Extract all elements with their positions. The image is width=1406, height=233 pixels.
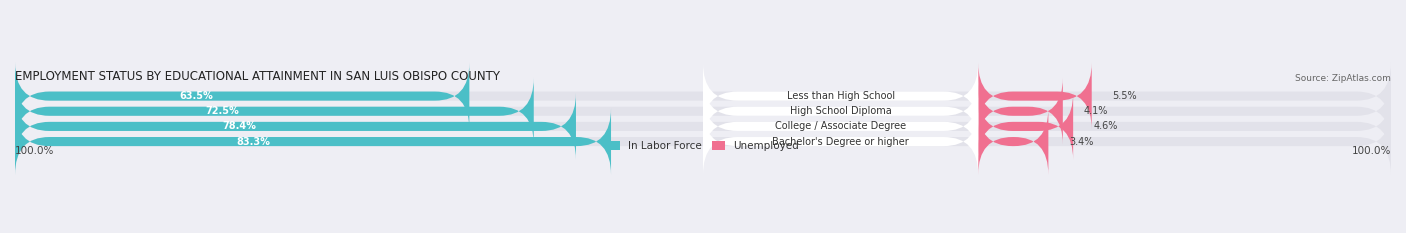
Text: Source: ZipAtlas.com: Source: ZipAtlas.com — [1295, 74, 1391, 83]
FancyBboxPatch shape — [15, 63, 1391, 130]
FancyBboxPatch shape — [703, 63, 979, 130]
FancyBboxPatch shape — [15, 93, 576, 160]
FancyBboxPatch shape — [15, 78, 1391, 145]
Text: 72.5%: 72.5% — [205, 106, 239, 116]
FancyBboxPatch shape — [703, 108, 979, 175]
Text: Bachelor's Degree or higher: Bachelor's Degree or higher — [772, 137, 908, 147]
FancyBboxPatch shape — [15, 63, 470, 130]
FancyBboxPatch shape — [979, 78, 1063, 145]
Text: 100.0%: 100.0% — [1351, 146, 1391, 156]
FancyBboxPatch shape — [703, 78, 979, 145]
Text: College / Associate Degree: College / Associate Degree — [775, 121, 905, 131]
Text: 3.4%: 3.4% — [1069, 137, 1094, 147]
FancyBboxPatch shape — [979, 63, 1091, 130]
Text: 63.5%: 63.5% — [180, 91, 214, 101]
FancyBboxPatch shape — [979, 108, 1049, 175]
Legend: In Labor Force, Unemployed: In Labor Force, Unemployed — [603, 137, 803, 155]
FancyBboxPatch shape — [979, 93, 1073, 160]
FancyBboxPatch shape — [15, 108, 1391, 175]
FancyBboxPatch shape — [15, 93, 1391, 160]
Text: Less than High School: Less than High School — [786, 91, 894, 101]
Text: EMPLOYMENT STATUS BY EDUCATIONAL ATTAINMENT IN SAN LUIS OBISPO COUNTY: EMPLOYMENT STATUS BY EDUCATIONAL ATTAINM… — [15, 70, 501, 83]
Text: High School Diploma: High School Diploma — [790, 106, 891, 116]
Text: 5.5%: 5.5% — [1112, 91, 1137, 101]
FancyBboxPatch shape — [15, 108, 612, 175]
FancyBboxPatch shape — [703, 93, 979, 160]
Text: 4.1%: 4.1% — [1084, 106, 1108, 116]
Text: 100.0%: 100.0% — [15, 146, 55, 156]
Text: 83.3%: 83.3% — [236, 137, 270, 147]
FancyBboxPatch shape — [15, 78, 534, 145]
Text: 78.4%: 78.4% — [222, 121, 256, 131]
Text: 4.6%: 4.6% — [1094, 121, 1118, 131]
